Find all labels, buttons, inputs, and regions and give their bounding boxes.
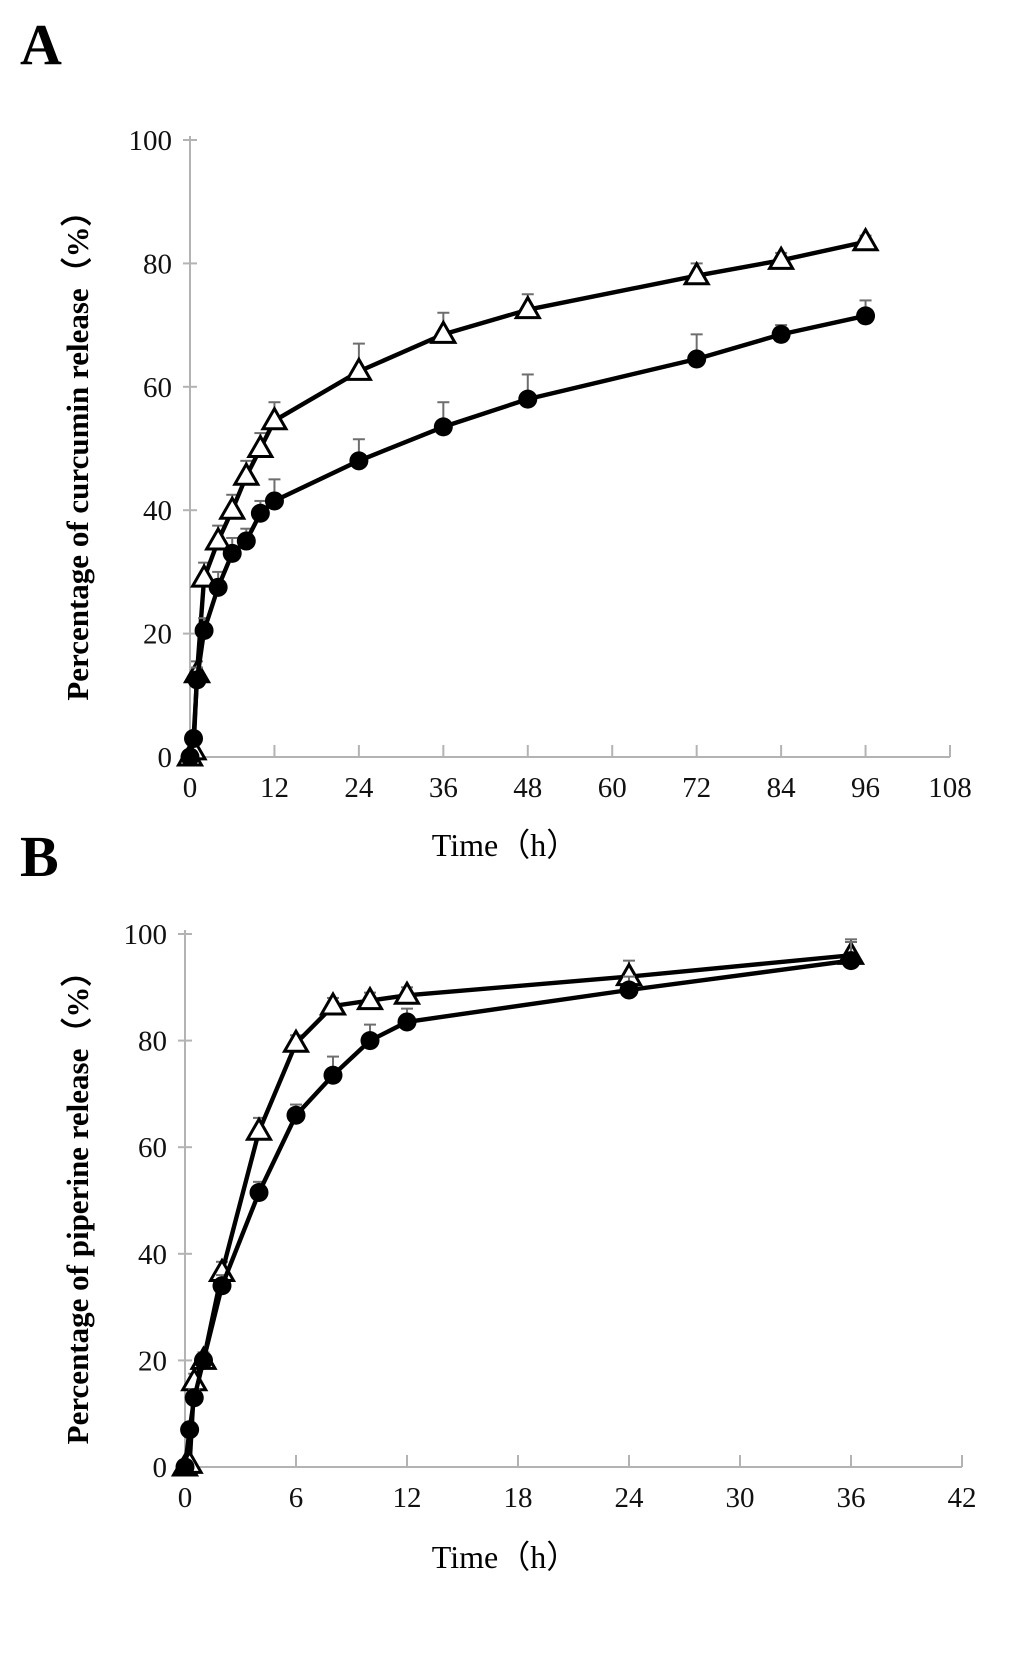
x-tick-label: 0	[178, 1482, 193, 1514]
triangle-marker	[232, 461, 261, 486]
circle-marker	[175, 1457, 195, 1477]
circle-marker	[194, 1350, 213, 1370]
chart-b-y-axis-title: Percentage of piperine release（%）	[60, 956, 95, 1445]
x-tick-label: 42	[948, 1482, 977, 1514]
circle-marker	[518, 389, 538, 409]
x-tick-label: 36	[429, 772, 458, 804]
a-open-triangle-series	[175, 226, 880, 767]
b-open-triangle-series	[170, 938, 866, 1477]
triangle-marker	[260, 405, 289, 431]
y-tick-label: 80	[143, 248, 172, 280]
x-tick-label: 12	[260, 772, 289, 804]
circle-marker	[349, 451, 369, 471]
x-tick-label: 24	[615, 1482, 645, 1514]
circle-marker	[841, 951, 861, 971]
circle-marker	[771, 324, 791, 344]
circle-marker	[194, 621, 214, 641]
circle-marker	[249, 1183, 269, 1203]
triangle-marker	[218, 495, 247, 520]
y-tick-label: 20	[138, 1345, 167, 1377]
circle-marker	[360, 1031, 380, 1051]
chart-b-piperine-release-plot: 0 20 40 60 80 100 0 6 12 18 24 30 36 42	[124, 919, 977, 1514]
circle-marker	[433, 417, 453, 437]
x-tick-label: 18	[504, 1482, 533, 1514]
chart-a-x-axis-title: Time（h）	[432, 827, 578, 863]
a-filled-circle-series	[180, 299, 876, 767]
triangle-marker	[281, 1028, 311, 1053]
b-filled-circle-series	[175, 940, 861, 1477]
x-tick-label: 96	[851, 772, 880, 804]
y-tick-label: 60	[138, 1132, 167, 1164]
x-tick-label: 6	[289, 1482, 304, 1514]
triangle-marker	[767, 245, 796, 270]
y-tick-label: 0	[158, 742, 173, 774]
y-tick-label: 40	[143, 495, 172, 527]
triangle-marker	[851, 226, 880, 252]
panel-a-letter: A	[20, 12, 62, 77]
circle-marker	[264, 491, 284, 511]
triangle-marker	[204, 526, 233, 551]
circle-marker	[687, 349, 707, 369]
circle-marker	[212, 1276, 232, 1296]
circle-marker	[250, 503, 270, 523]
triangle-marker	[682, 260, 711, 286]
y-tick-label: 60	[143, 372, 172, 404]
triangle-marker	[392, 980, 422, 1005]
y-tick-label: 40	[138, 1239, 167, 1271]
triangle-marker	[244, 1116, 274, 1141]
triangle-marker	[189, 563, 219, 588]
x-tick-label: 24	[344, 772, 374, 804]
x-tick-label: 108	[928, 772, 972, 804]
x-tick-label: 30	[726, 1482, 755, 1514]
y-tick-label: 100	[129, 125, 173, 157]
panel-b-letter: B	[20, 824, 59, 889]
chart-b-x-axis-title: Time（h）	[432, 1539, 578, 1575]
circle-marker	[184, 728, 204, 748]
triangle-marker	[344, 356, 373, 381]
triangle-marker	[355, 985, 385, 1011]
x-tick-label: 36	[837, 1482, 866, 1514]
x-tick-label: 12	[393, 1482, 422, 1514]
series-line	[182, 958, 854, 1470]
circle-marker	[180, 747, 200, 767]
triangle-marker	[429, 319, 458, 344]
circle-marker	[856, 306, 876, 326]
chart-a-y-axis-title: Percentage of curcumin release（%）	[60, 195, 95, 700]
x-tick-label: 72	[682, 772, 711, 804]
y-tick-label: 0	[153, 1452, 168, 1484]
y-tick-label: 100	[124, 919, 168, 951]
circle-marker	[208, 577, 228, 597]
circle-marker	[222, 543, 242, 563]
x-tick-label: 48	[513, 772, 542, 804]
y-tick-label: 20	[143, 619, 172, 651]
x-tick-label: 0	[183, 772, 198, 804]
series-line	[182, 953, 854, 1470]
chart-a-curcumin-release-plot: 0 20 40 60 80 100 0 12 24 36 48 60 72 84 96 108	[129, 125, 972, 804]
circle-marker	[236, 531, 256, 551]
circle-marker	[397, 1012, 417, 1032]
circle-marker	[323, 1065, 343, 1085]
circle-marker	[286, 1105, 306, 1125]
x-tick-label: 60	[598, 772, 627, 804]
circle-marker	[187, 670, 207, 690]
circle-marker	[180, 1420, 200, 1440]
circle-marker	[184, 1388, 204, 1408]
triangle-marker	[513, 294, 542, 320]
circle-marker	[619, 980, 639, 1000]
y-tick-label: 80	[138, 1026, 167, 1058]
triangle-marker	[246, 433, 275, 458]
triangle-marker	[318, 990, 348, 1016]
x-tick-label: 84	[767, 772, 797, 804]
